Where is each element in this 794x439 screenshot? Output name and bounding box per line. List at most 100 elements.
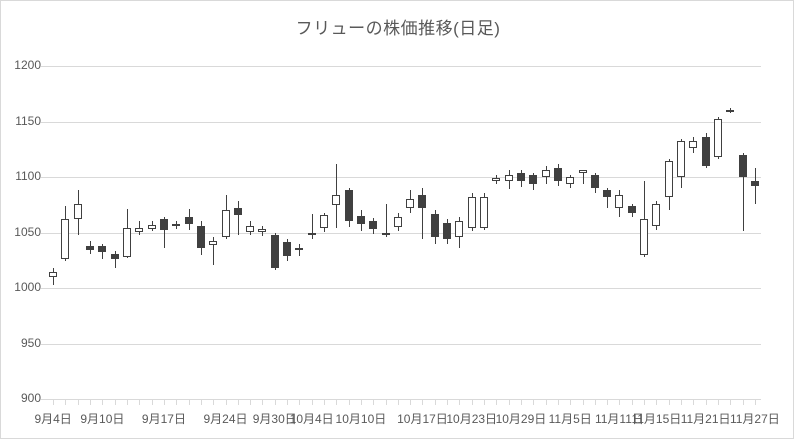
- x-tick-mark: [447, 400, 448, 405]
- candlestick: [603, 190, 611, 197]
- x-tick-mark: [632, 400, 633, 405]
- x-tick-mark: [176, 400, 177, 405]
- x-tick-mark: [299, 400, 300, 405]
- x-tick-mark: [681, 400, 682, 405]
- y-gridline: [47, 121, 761, 123]
- y-tick-label: 1100: [15, 169, 41, 183]
- y-tick-label: 1200: [14, 58, 41, 72]
- x-tick-mark: [693, 400, 694, 405]
- candlestick: [566, 177, 574, 184]
- candlestick: [542, 170, 550, 177]
- x-tick-mark: [226, 400, 227, 405]
- candlestick: [406, 199, 414, 209]
- candlestick: [222, 210, 230, 237]
- candlestick: [628, 205, 636, 213]
- x-tick-mark: [484, 400, 485, 405]
- candlestick: [689, 141, 697, 149]
- x-tick-mark: [152, 400, 153, 405]
- x-tick-mark: [275, 400, 276, 405]
- candlestick: [283, 242, 291, 256]
- x-tick-label: 11月5日: [548, 412, 592, 426]
- x-tick-label: 10月4日: [289, 412, 334, 426]
- candlestick: [74, 203, 82, 220]
- candlestick: [517, 172, 525, 182]
- x-tick-mark: [644, 400, 645, 405]
- x-tick-mark: [595, 400, 596, 405]
- candlestick: [468, 196, 476, 229]
- y-gridline: [47, 232, 761, 234]
- x-tick-mark: [656, 400, 657, 405]
- candlestick: [480, 196, 488, 229]
- candlestick: [308, 232, 316, 235]
- candlestick: [751, 181, 759, 186]
- y-tick-label: 1000: [14, 280, 41, 294]
- candlestick: [640, 219, 648, 255]
- candlestick: [357, 215, 365, 224]
- candlestick: [714, 119, 722, 157]
- candlestick: [148, 224, 156, 230]
- y-tick-label: 1150: [15, 113, 41, 128]
- x-tick-mark: [743, 400, 744, 405]
- chart-title: フリューの株価推移(日足): [295, 19, 501, 38]
- x-tick-mark: [669, 400, 670, 405]
- x-tick-mark: [509, 400, 510, 405]
- candlestick: [111, 253, 119, 260]
- x-tick-mark: [65, 400, 66, 405]
- y-gridline: [47, 288, 761, 289]
- candlestick: [209, 241, 217, 245]
- x-tick-label: 9月4日: [34, 412, 72, 426]
- x-tick-mark: [115, 400, 116, 405]
- x-tick-label: 11月15日: [631, 412, 682, 426]
- x-tick-mark: [607, 400, 608, 405]
- x-tick-mark: [583, 400, 584, 405]
- candlestick: [591, 174, 599, 189]
- x-tick-label: 10月10日: [335, 412, 387, 426]
- x-tick-mark: [90, 400, 91, 405]
- candlestick: [579, 170, 587, 173]
- x-tick-mark: [139, 400, 140, 405]
- candlestick: [332, 194, 340, 205]
- candle-wick: [238, 201, 239, 235]
- x-tick-mark: [410, 400, 411, 405]
- candle-wick: [743, 152, 744, 232]
- x-tick-label: 9月10日: [80, 412, 125, 426]
- candlestick: [246, 225, 254, 233]
- x-tick-mark: [422, 400, 423, 405]
- x-tick-mark: [238, 400, 239, 405]
- candlestick: [554, 168, 562, 182]
- x-tick-mark: [262, 400, 263, 405]
- candlestick: [49, 272, 57, 277]
- candlestick: [702, 137, 710, 166]
- y-tick-label: 1050: [14, 224, 41, 239]
- x-tick-mark: [398, 400, 399, 405]
- x-tick-mark: [53, 400, 54, 405]
- plot-area: [47, 66, 761, 400]
- x-tick-mark: [336, 400, 337, 405]
- candlestick: [271, 234, 279, 269]
- candle-wick: [213, 236, 214, 265]
- candlestick: [455, 221, 463, 237]
- candlestick: [382, 232, 390, 235]
- x-tick-label: 10月29日: [495, 412, 547, 426]
- candlestick: [677, 141, 685, 177]
- x-tick-mark: [373, 400, 374, 405]
- x-tick-label: 11月11日: [594, 412, 644, 426]
- x-tick-mark: [619, 400, 620, 405]
- x-tick-mark: [718, 400, 719, 405]
- candlestick: [234, 208, 242, 215]
- x-tick-mark: [570, 400, 571, 405]
- x-tick-mark: [755, 400, 756, 405]
- x-tick-mark: [312, 400, 313, 405]
- candle-wick: [115, 251, 116, 268]
- candlestick: [665, 161, 673, 197]
- candlestick: [98, 245, 106, 253]
- x-tick-label: 11月27日: [729, 412, 780, 426]
- candle-wick: [386, 203, 387, 237]
- x-tick-mark: [435, 400, 436, 405]
- x-tick-mark: [546, 400, 547, 405]
- candlestick: [320, 214, 328, 229]
- x-tick-mark: [78, 400, 79, 405]
- x-tick-mark: [287, 400, 288, 405]
- candlestick: [505, 174, 513, 182]
